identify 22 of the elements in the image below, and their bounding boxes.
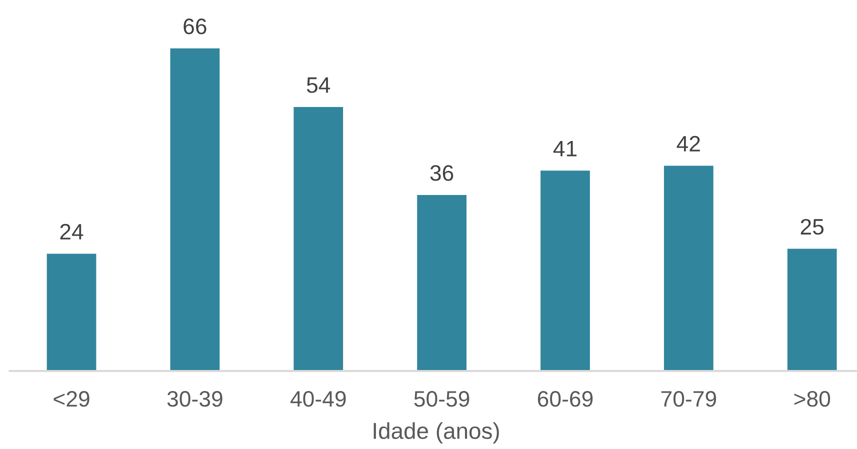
- x-tick-label: >80: [794, 391, 830, 407]
- x-tick-label: 60-69: [538, 391, 593, 407]
- data-label: 36: [430, 165, 454, 181]
- bar: [46, 254, 96, 371]
- x-tick-label: <29: [54, 391, 90, 407]
- x-tick-label: 30-39: [167, 391, 222, 407]
- data-label: 54: [306, 77, 330, 93]
- bar: [417, 195, 466, 371]
- x-tick-label: 50-59: [414, 391, 470, 407]
- data-label: 41: [553, 140, 577, 156]
- x-tick-label: 40-49: [290, 391, 346, 407]
- x-axis-title: Idade (anos): [374, 422, 499, 444]
- bar: [540, 170, 590, 371]
- bar: [664, 166, 714, 371]
- bar: [787, 248, 837, 371]
- data-label: 66: [184, 18, 206, 34]
- bar: [170, 48, 220, 371]
- bar: [294, 107, 344, 371]
- x-tick-label: 70-79: [661, 391, 716, 407]
- data-label: 24: [60, 224, 84, 240]
- data-label: 42: [676, 136, 700, 152]
- data-label: 25: [800, 218, 824, 235]
